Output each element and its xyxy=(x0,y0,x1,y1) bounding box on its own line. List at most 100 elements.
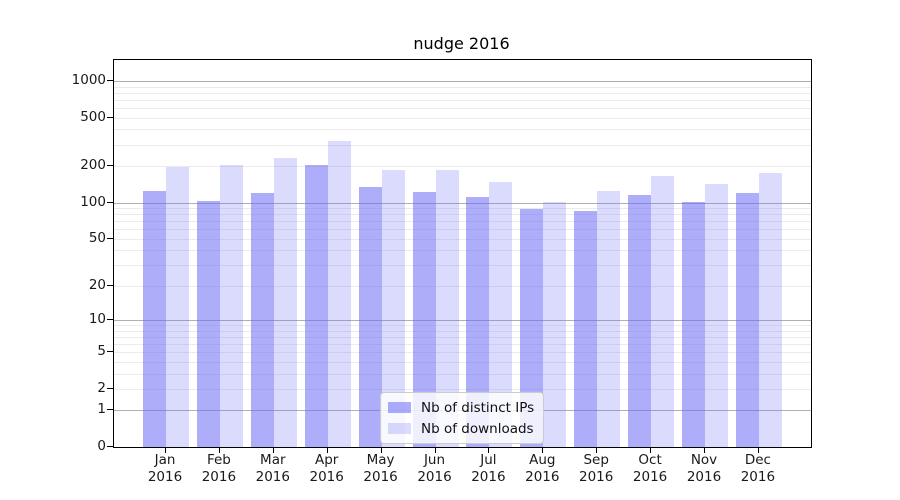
bar-distinct-ips-sep xyxy=(574,211,598,447)
gridline-minor-300 xyxy=(114,144,811,146)
legend-swatch-distinct-ips xyxy=(388,402,411,413)
bar-downloads-jul xyxy=(489,181,513,447)
x-tick-label-sep: Sep 2016 xyxy=(579,452,614,485)
gridline-minor-5 xyxy=(114,352,811,354)
legend-item-downloads: Nb of downloads xyxy=(388,419,534,438)
y-tick-mark-500 xyxy=(107,116,113,118)
bar-downloads-oct xyxy=(651,176,675,447)
bar-downloads-sep xyxy=(597,191,621,447)
bar-distinct-ips-nov xyxy=(682,202,705,447)
gridline-minor-20 xyxy=(114,285,811,287)
legend-item-distinct-ips: Nb of distinct IPs xyxy=(388,398,534,417)
x-tick-mark-jan xyxy=(165,447,166,453)
y-tick-label-10: 10 xyxy=(88,311,106,327)
bar-downloads-nov xyxy=(705,184,728,447)
x-tick-mark-mar xyxy=(272,447,274,453)
x-tick-label-jun: Jun 2016 xyxy=(417,452,452,485)
y-tick-label-2: 2 xyxy=(97,379,106,396)
x-tick-label-nov: Nov 2016 xyxy=(686,452,722,485)
bar-downloads-jun xyxy=(435,169,459,447)
chart-title: nudge 2016 xyxy=(413,34,510,53)
y-tick-mark-1000 xyxy=(107,79,113,81)
gridline-major-10 xyxy=(114,320,811,321)
gridline-minor-6 xyxy=(114,343,811,345)
bar-distinct-ips-mar xyxy=(250,193,274,447)
x-tick-label-oct: Oct 2016 xyxy=(632,452,668,485)
bar-downloads-may xyxy=(381,170,405,447)
legend-swatch-downloads xyxy=(388,423,411,434)
gridline-minor-500 xyxy=(114,117,811,119)
gridline-minor-7 xyxy=(114,336,811,338)
gridline-major-100 xyxy=(114,202,811,204)
y-tick-mark-200 xyxy=(107,165,113,166)
x-tick-mark-apr xyxy=(326,447,328,453)
y-tick-mark-10 xyxy=(107,319,113,320)
x-tick-label-apr: Apr 2016 xyxy=(309,452,344,485)
gridline-minor-400 xyxy=(114,129,811,131)
gridline-minor-200 xyxy=(114,166,811,167)
x-tick-label-feb: Feb 2016 xyxy=(201,452,237,485)
y-tick-label-200: 200 xyxy=(80,157,106,173)
y-tick-label-1: 1 xyxy=(97,401,106,418)
x-tick-label-dec: Dec 2016 xyxy=(740,452,776,485)
gridline-minor-8 xyxy=(114,330,811,332)
y-tick-mark-50 xyxy=(107,237,113,239)
x-tick-mark-dec xyxy=(757,447,759,453)
bar-downloads-apr xyxy=(327,141,351,447)
x-tick-label-aug: Aug 2016 xyxy=(525,452,560,485)
legend: Nb of distinct IPs Nb of downloads xyxy=(380,392,545,444)
gridline-minor-40 xyxy=(114,250,811,252)
x-tick-mark-feb xyxy=(218,447,220,453)
gridline-minor-2 xyxy=(114,388,811,390)
bar-distinct-ips-jul xyxy=(466,196,490,447)
gridline-minor-9 xyxy=(114,325,811,326)
x-tick-mark-may xyxy=(380,447,382,453)
gridline-minor-30 xyxy=(114,265,811,267)
gridline-minor-600 xyxy=(114,108,811,109)
x-tick-mark-jul xyxy=(488,447,490,453)
bar-distinct-ips-jun xyxy=(412,191,436,447)
bar-downloads-feb xyxy=(219,164,243,447)
gridline-minor-60 xyxy=(114,229,811,231)
x-tick-label-mar: Mar 2016 xyxy=(255,452,290,485)
y-tick-label-20: 20 xyxy=(88,276,106,293)
y-tick-label-1000: 1000 xyxy=(71,71,106,88)
y-tick-label-50: 50 xyxy=(88,229,106,246)
bar-downloads-mar xyxy=(273,158,297,447)
y-tick-label-500: 500 xyxy=(80,108,106,125)
x-tick-mark-oct xyxy=(650,447,652,453)
bar-distinct-ips-apr xyxy=(304,165,328,447)
y-tick-mark-5 xyxy=(107,351,113,353)
gridline-minor-70 xyxy=(114,221,811,223)
bar-downloads-dec xyxy=(758,173,782,447)
bar-distinct-ips-oct xyxy=(628,195,652,447)
y-tick-mark-20 xyxy=(107,284,113,286)
y-tick-mark-1 xyxy=(107,409,113,411)
x-tick-mark-aug xyxy=(542,447,544,453)
gridline-major-1000 xyxy=(114,80,811,82)
y-tick-mark-2 xyxy=(107,387,113,389)
gridline-minor-80 xyxy=(114,214,811,216)
bar-distinct-ips-aug xyxy=(520,209,544,447)
x-tick-label-jul: Jul 2016 xyxy=(471,452,506,485)
x-tick-mark-sep xyxy=(596,447,598,453)
y-tick-label-5: 5 xyxy=(97,343,106,360)
bar-distinct-ips-feb xyxy=(196,201,220,447)
y-tick-label-100: 100 xyxy=(80,193,106,210)
bar-distinct-ips-jan xyxy=(143,191,166,447)
x-tick-mark-jun xyxy=(434,447,436,453)
gridline-minor-700 xyxy=(114,99,811,101)
gridline-minor-900 xyxy=(114,86,811,88)
plot-area: Nb of distinct IPs Nb of downloads xyxy=(113,59,812,448)
gridline-minor-3 xyxy=(114,373,811,375)
y-tick-label-0: 0 xyxy=(97,438,106,454)
legend-label-distinct-ips: Nb of distinct IPs xyxy=(421,399,535,416)
x-tick-mark-nov xyxy=(704,447,705,453)
bar-downloads-jan xyxy=(166,167,189,447)
bar-downloads-aug xyxy=(543,202,567,447)
x-tick-label-jan: Jan 2016 xyxy=(147,452,183,485)
bar-distinct-ips-may xyxy=(358,187,382,447)
x-tick-label-may: May 2016 xyxy=(363,452,398,485)
gridline-minor-800 xyxy=(114,92,811,94)
